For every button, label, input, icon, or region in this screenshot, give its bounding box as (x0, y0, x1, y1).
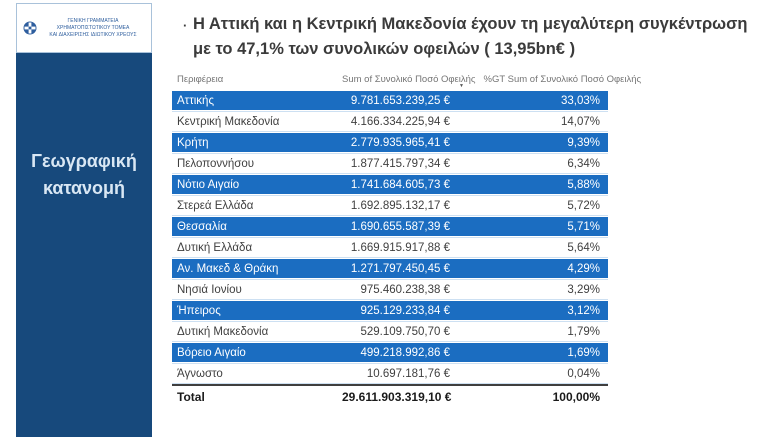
amount-cell: 1.877.415.797,34 € (350, 157, 450, 170)
amount-cell: 1.669.915.917,88 € (350, 241, 450, 254)
table-row[interactable]: Δυτική Ελλάδα 1.669.915.917,88 € 5,64% (172, 237, 608, 258)
amount-cell: 1.741.684.605,73 € (350, 178, 450, 191)
table-total-row: Total 29.611.903.319,10 € 100,00% (172, 384, 608, 408)
title-bullet: · (183, 18, 188, 33)
table-row[interactable]: Βόρειο Αιγαίο 499.218.992,86 € 1,69% (172, 342, 608, 363)
region-cell: Πελοποννήσου (177, 157, 255, 170)
section-sidebar: Γεωγραφική κατανομή (16, 53, 152, 437)
logo-org-name: ΓΕΝΙΚΗ ΓΡΑΜΜΑΤΕΙΑ ΧΡΗΜΑΤΟΠΙΣΤΩΤΙΚΟΥ ΤΟΜΕ… (49, 17, 137, 38)
percent-cell: 5,64% (567, 241, 600, 254)
amount-cell: 499.218.992,86 € (360, 346, 450, 359)
total-percent-cell: 100,00% (552, 390, 600, 404)
total-amount-cell: 29.611.903.319,10 € (342, 390, 452, 404)
region-cell: Κεντρική Μακεδονία (177, 115, 280, 128)
table-row[interactable]: Πελοποννήσου 1.877.415.797,34 € 6,34% (172, 153, 608, 174)
region-cell: Δυτική Ελλάδα (177, 241, 253, 254)
amount-cell: 1.690.655.587,39 € (350, 220, 450, 233)
percent-cell: 9,39% (567, 136, 600, 149)
header-percent-gt[interactable]: %GT Sum of Συνολικό Ποσό Οφειλής (483, 73, 642, 85)
table-row[interactable]: Δυτική Μακεδονία 529.109.750,70 € 1,79% (172, 321, 608, 342)
table-row[interactable]: Στερεά Ελλάδα 1.692.895.132,17 € 5,72% (172, 195, 608, 216)
region-cell: Νησιά Ιονίου (177, 283, 242, 296)
region-cell: Θεσσαλία (177, 220, 227, 233)
table-row[interactable]: Αν. Μακεδ & Θράκη 1.271.797.450,45 € 4,29% (172, 258, 608, 279)
region-cell: Αττικής (177, 94, 214, 107)
region-cell: Νότιο Αιγαίο (177, 178, 240, 191)
amount-cell: 9.781.653.239,25 € (350, 94, 450, 107)
percent-cell: 1,79% (567, 325, 600, 338)
table-row[interactable]: Θεσσαλία 1.690.655.587,39 € 5,71% (172, 216, 608, 237)
debt-by-region-table: Περιφέρεια Sum of Συνολικό Ποσό Οφειλής … (172, 68, 641, 408)
amount-cell: 1.692.895.132,17 € (350, 199, 450, 212)
percent-cell: 5,72% (567, 199, 600, 212)
region-cell: Αν. Μακεδ & Θράκη (177, 262, 279, 275)
percent-cell: 5,88% (567, 178, 600, 191)
region-cell: Στερεά Ελλάδα (177, 199, 254, 212)
table-row[interactable]: Νησιά Ιονίου 975.460.238,38 € 3,29% (172, 279, 608, 300)
amount-cell: 10.697.181,76 € (366, 367, 450, 380)
percent-cell: 3,12% (567, 304, 600, 317)
table-row[interactable]: Κρήτη 2.779.935.965,41 € 9,39% (172, 132, 608, 153)
region-cell: Δυτική Μακεδονία (177, 325, 269, 338)
amount-cell: 2.779.935.965,41 € (350, 136, 450, 149)
table-row[interactable]: Νότιο Αιγαίο 1.741.684.605,73 € 5,88% (172, 174, 608, 195)
percent-cell: 4,29% (567, 262, 600, 275)
amount-cell: 4.166.334.225,94 € (350, 115, 450, 128)
percent-cell: 5,71% (567, 220, 600, 233)
table-row[interactable]: Άγνωστο 10.697.181,76 € 0,04% (172, 363, 608, 384)
percent-cell: 6,34% (567, 157, 600, 170)
table-row[interactable]: Κεντρική Μακεδονία 4.166.334.225,94 € 14,0… (172, 111, 608, 132)
government-logo: ΓΕΝΙΚΗ ΓΡΑΜΜΑΤΕΙΑ ΧΡΗΜΑΤΟΠΙΣΤΩΤΙΚΟΥ ΤΟΜΕ… (16, 3, 152, 53)
amount-cell: 529.109.750,70 € (360, 325, 450, 338)
region-cell: Κρήτη (177, 136, 209, 149)
header-sum-amount[interactable]: Sum of Συνολικό Ποσό Οφειλής (342, 73, 476, 85)
amount-cell: 925.129.233,84 € (360, 304, 450, 317)
percent-cell: 1,69% (567, 346, 600, 359)
greek-secretariat-emblem-icon (23, 21, 37, 35)
region-cell: Άγνωστο (177, 367, 223, 380)
amount-cell: 975.460.238,38 € (360, 283, 450, 296)
total-label-cell: Total (177, 390, 205, 404)
slide-title-block: · Η Αττική και η Κεντρική Μακεδονία έχου… (183, 12, 758, 62)
header-region[interactable]: Περιφέρεια (177, 73, 224, 85)
amount-cell: 1.271.797.450,45 € (350, 262, 450, 275)
region-cell: Βόρειο Αιγαίο (177, 346, 246, 359)
section-title: Γεωγραφική κατανομή (31, 151, 137, 198)
percent-cell: 14,07% (560, 115, 600, 128)
table-body: Αττικής 9.781.653.239,25 € 33,03% Κεντρική … (172, 90, 608, 384)
sort-descending-icon[interactable]: ▼ (459, 83, 464, 89)
region-cell: Ήπειρος (177, 304, 221, 317)
percent-cell: 33,03% (560, 94, 600, 107)
table-row[interactable]: Ήπειρος 925.129.233,84 € 3,12% (172, 300, 608, 321)
percent-cell: 3,29% (567, 283, 600, 296)
table-row[interactable]: Αττικής 9.781.653.239,25 € 33,03% (172, 90, 608, 111)
slide-title: Η Αττική και η Κεντρική Μακεδονία έχουν … (193, 15, 748, 58)
table-header-row: Περιφέρεια Sum of Συνολικό Ποσό Οφειλής … (172, 68, 641, 90)
percent-cell: 0,04% (567, 367, 600, 380)
